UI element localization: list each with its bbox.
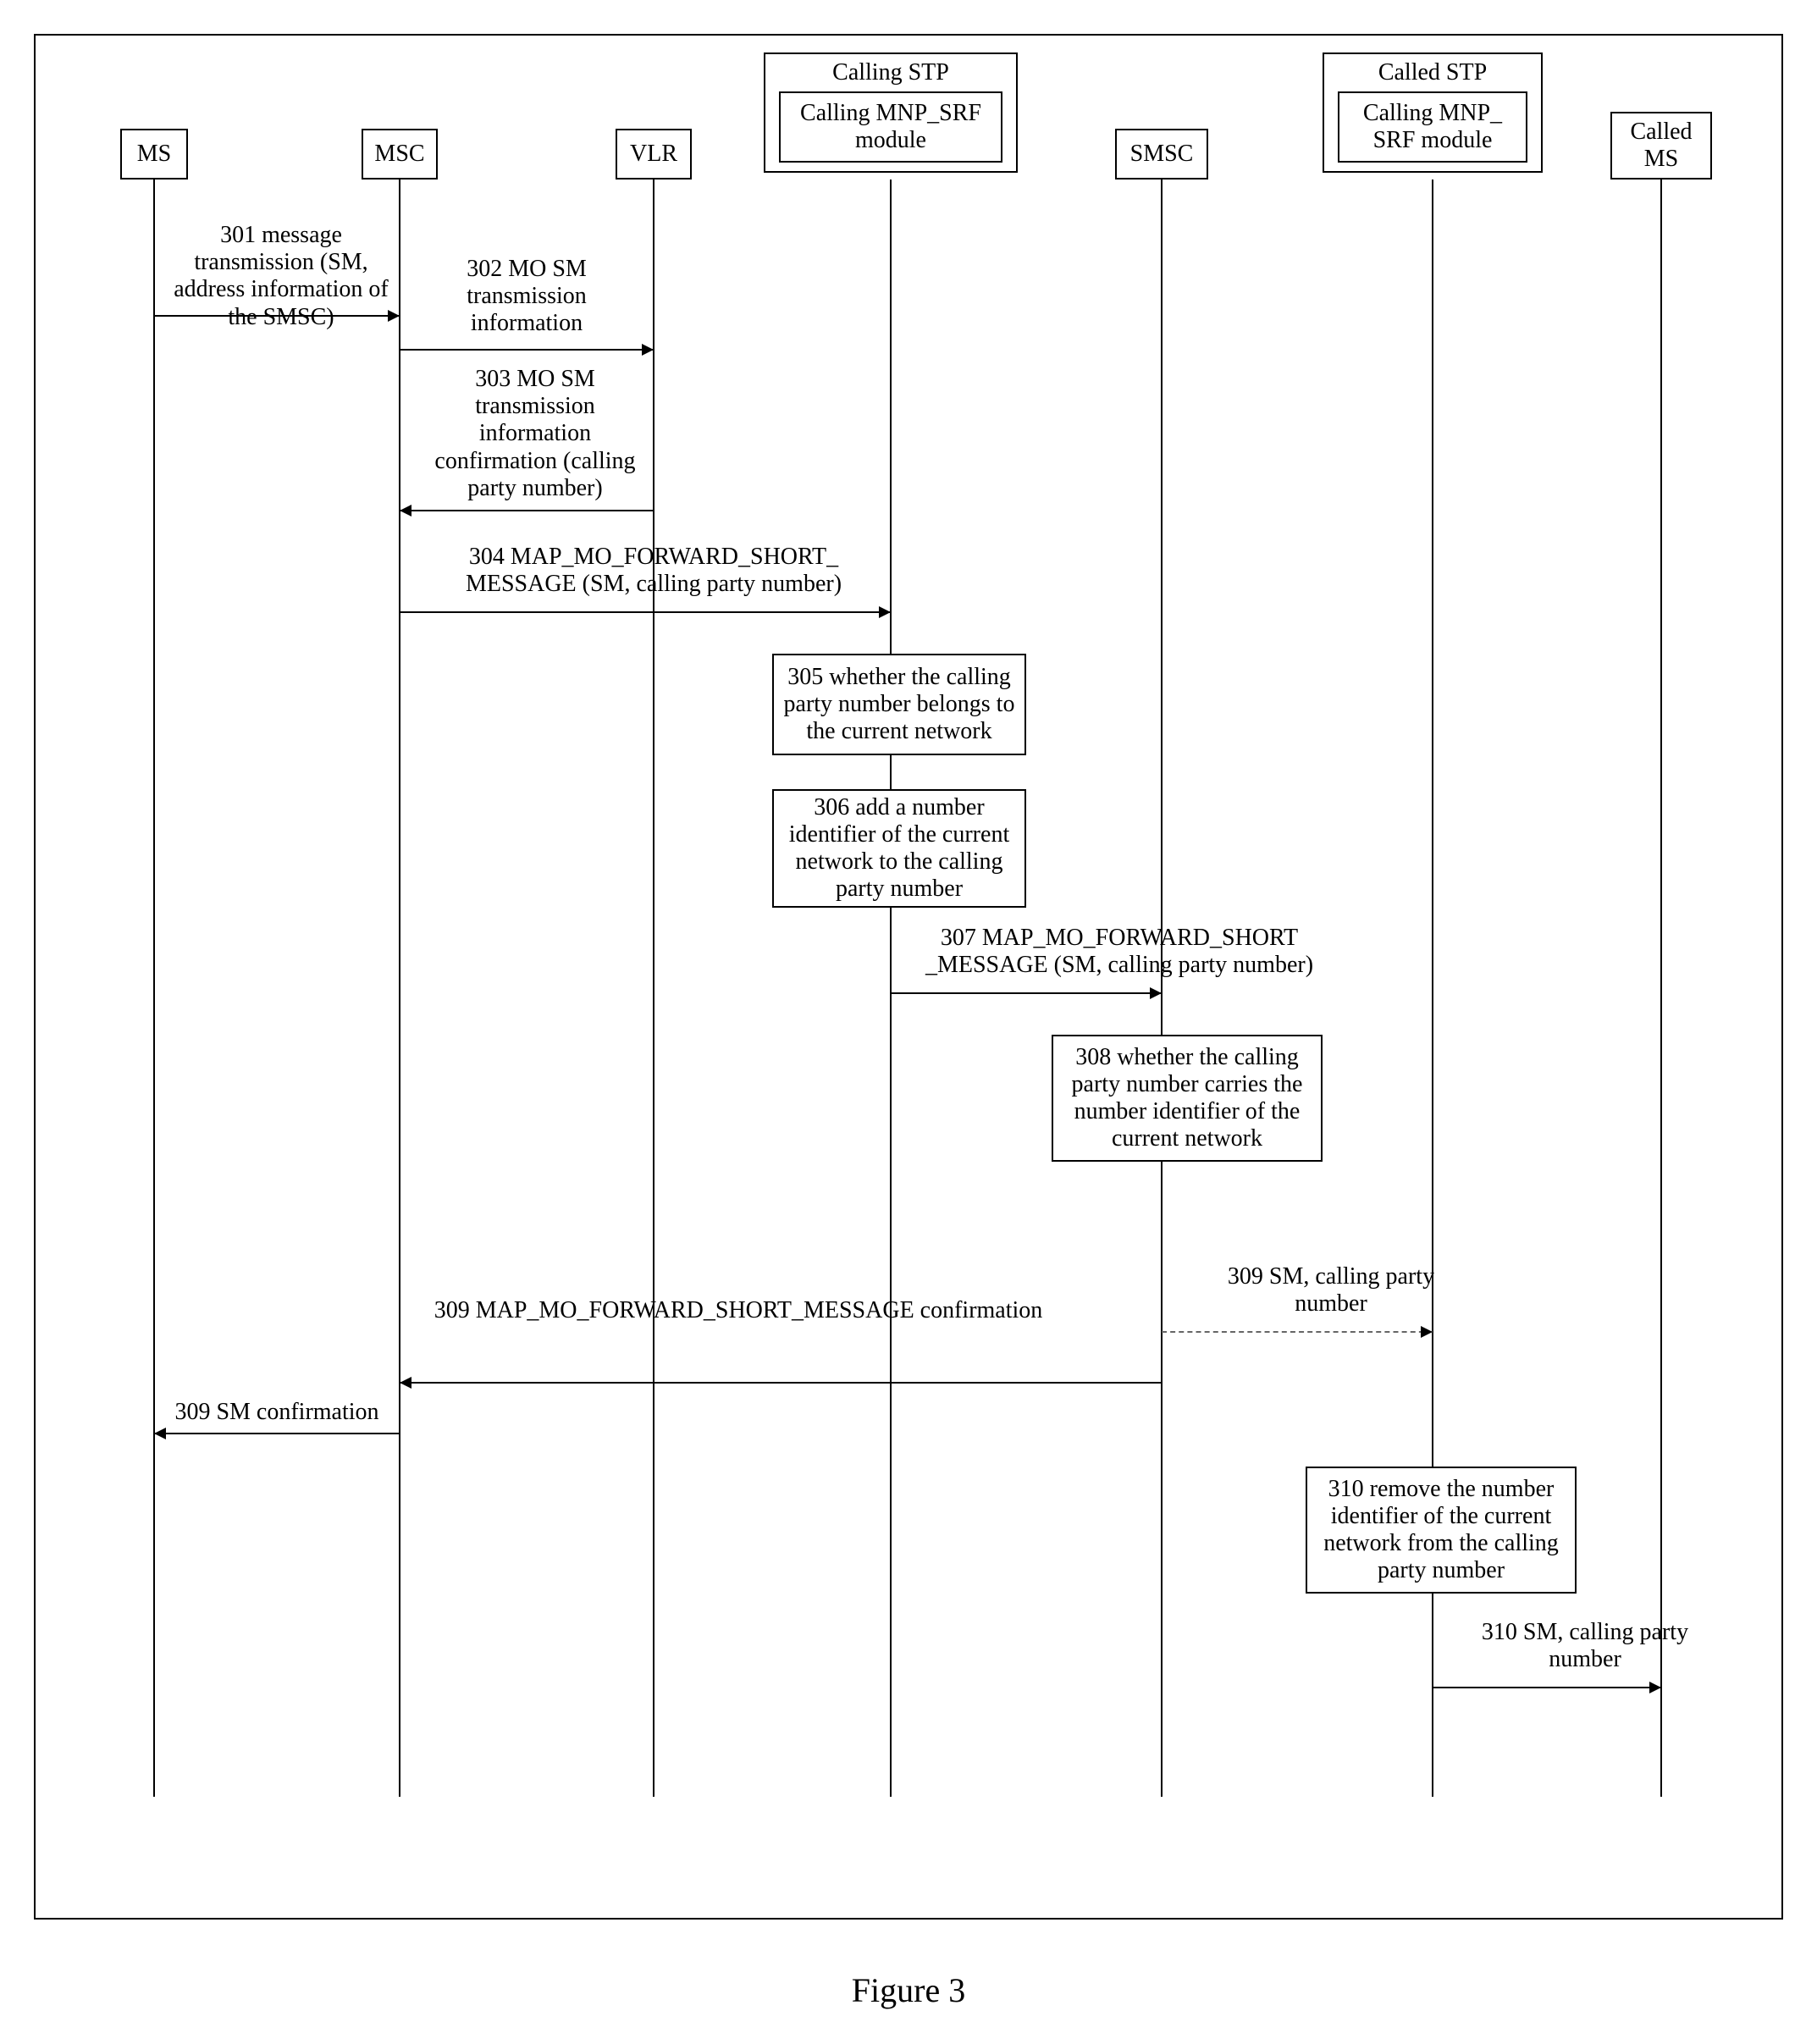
actor-ms: MS [120, 129, 188, 180]
actor-called_stp: Called STP Calling MNP_ SRF module [1323, 52, 1543, 173]
msg-m309b-label: 309 MAP_MO_FORWARD_SHORT_MESSAGE confirm… [434, 1297, 1043, 1324]
msg-m301-label: 301 message transmission (SM, address in… [163, 222, 400, 331]
msg-m303-label: 303 MO SM transmission information confi… [425, 366, 645, 502]
msg-m309a-label: 309 SM, calling party number [1221, 1263, 1441, 1318]
note-n305: 305 whether the calling party number bel… [772, 654, 1026, 755]
msg-m302-label: 302 MO SM transmission information [434, 256, 620, 338]
actor-called_stp-inner: Calling MNP_ SRF module [1338, 91, 1527, 163]
figure-caption: Figure 3 [34, 1970, 1783, 2010]
msg-m304-label: 304 MAP_MO_FORWARD_SHORT_ MESSAGE (SM, c… [417, 544, 891, 598]
msg-m307-line [891, 992, 1162, 994]
msg-m309a-line [1162, 1331, 1433, 1333]
lifeline-calling_stp [890, 180, 892, 1797]
actor-vlr: VLR [616, 129, 692, 180]
msg-m309c-arrowhead-icon [154, 1428, 166, 1439]
lifeline-called_ms [1660, 180, 1662, 1797]
note-n308: 308 whether the calling party number car… [1052, 1035, 1323, 1162]
msg-m303-line [400, 510, 654, 511]
note-n310: 310 remove the number identifier of the … [1306, 1467, 1577, 1594]
msg-m310-line [1433, 1687, 1661, 1688]
msg-m307-arrowhead-icon [1150, 987, 1162, 999]
note-n306: 306 add a number identifier of the curre… [772, 789, 1026, 908]
lifeline-ms [153, 180, 155, 1797]
msg-m302-line [400, 349, 654, 351]
msg-m309c-line [154, 1433, 400, 1434]
msg-m310-arrowhead-icon [1649, 1682, 1661, 1693]
lifeline-vlr [653, 180, 654, 1797]
msg-m309b-line [400, 1382, 1162, 1384]
actor-msc: MSC [362, 129, 438, 180]
msg-m307-label: 307 MAP_MO_FORWARD_SHORT _MESSAGE (SM, c… [899, 925, 1339, 979]
msg-m304-line [400, 611, 891, 613]
actor-calling_stp-inner: Calling MNP_SRF module [779, 91, 1002, 163]
msg-m302-arrowhead-icon [642, 344, 654, 356]
actor-called_stp-outer-label: Called STP [1333, 59, 1533, 86]
actor-calling_stp-outer-label: Calling STP [774, 59, 1008, 86]
msg-m304-arrowhead-icon [879, 606, 891, 618]
sequence-diagram: MS MSC VLR Calling STP Calling MNP_SRF modul… [34, 34, 1783, 1920]
actor-calling_stp: Calling STP Calling MNP_SRF module [764, 52, 1018, 173]
msg-m309c-label: 309 SM confirmation [154, 1399, 400, 1426]
msg-m303-arrowhead-icon [400, 505, 411, 517]
actor-called_ms: Called MS [1610, 112, 1712, 180]
actor-smsc: SMSC [1115, 129, 1208, 180]
msg-m309a-arrowhead-icon [1421, 1326, 1433, 1338]
msg-m310-label: 310 SM, calling party number [1475, 1619, 1695, 1673]
lifeline-msc [399, 180, 400, 1797]
msg-m309b-arrowhead-icon [400, 1377, 411, 1389]
